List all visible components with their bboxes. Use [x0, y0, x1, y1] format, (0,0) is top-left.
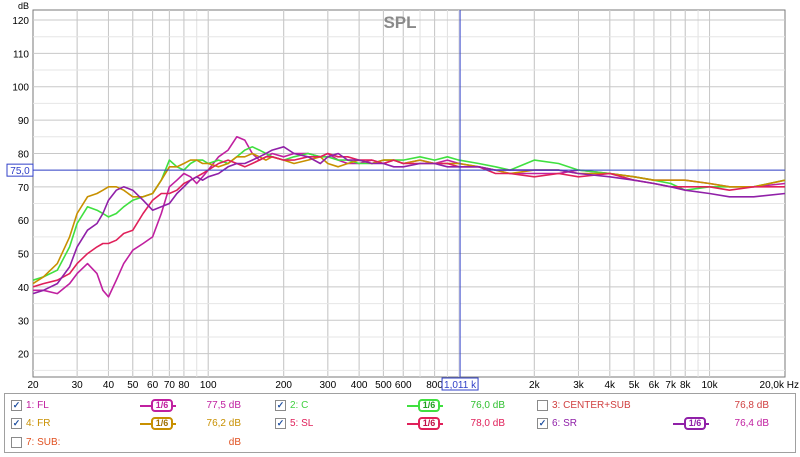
x-tick-label: 3k [573, 380, 585, 391]
y-tick-label: 90 [18, 116, 30, 127]
x-tick-label: 500 [375, 380, 392, 391]
sr-smoothing-button[interactable]: 1/6 [673, 417, 709, 431]
legend-panel: ✓ 1: FL 1/6 77,5 dB ✓ 2: C 1/6 76,0 dB 3… [4, 393, 796, 453]
spl-graph[interactable]: 120 110 100 90 80 70 60 50 40 30 20 dB 20 30 40 50 60 70 8… [0, 0, 800, 392]
cursor-x-readout: 1,011 k [444, 380, 477, 391]
sl-checkbox[interactable]: ✓ [275, 418, 286, 429]
fl-checkbox[interactable]: ✓ [11, 400, 22, 411]
sr-value: 76,4 dB [734, 418, 769, 429]
fl-label: 1: FL [26, 400, 49, 411]
x-tick-label: 800 [426, 380, 443, 391]
y-tick-label: 20 [18, 350, 30, 361]
x-tick-label: 5k [629, 380, 641, 391]
legend-item-c: ✓ 2: C 1/6 76,0 dB [269, 397, 533, 417]
x-tick-label: 20 [27, 380, 39, 391]
x-tick-label: 300 [319, 380, 336, 391]
sr-checkbox[interactable]: ✓ [537, 418, 548, 429]
x-tick-label: 8k [680, 380, 692, 391]
y-tick-label: 70 [18, 183, 30, 194]
fr-smoothing-button[interactable]: 1/6 [140, 417, 176, 431]
y-tick-label: 30 [18, 316, 30, 327]
sl-label: 5: SL [290, 418, 314, 429]
sr-label: 6: SR [552, 418, 578, 429]
y-tick-label: 120 [12, 16, 29, 27]
x-tick-label: 200 [275, 380, 292, 391]
x-tick-label: 20,0k Hz [760, 380, 799, 391]
fr-value: 76,2 dB [206, 418, 241, 429]
fr-smoothing-label: 1/6 [151, 417, 173, 430]
c-value: 76,0 dB [470, 400, 505, 411]
y-tick-label: 60 [18, 216, 30, 227]
sr-smoothing-label: 1/6 [684, 417, 706, 430]
c-smoothing-button[interactable]: 1/6 [407, 399, 443, 413]
fl-smoothing-button[interactable]: 1/6 [140, 399, 176, 413]
x-tick-label: 600 [395, 380, 412, 391]
x-tick-label: 4k [605, 380, 617, 391]
sub-value: dB [228, 437, 241, 448]
fl-smoothing-label: 1/6 [151, 399, 173, 412]
y-tick-label: 50 [18, 250, 30, 261]
legend-item-sl: ✓ 5: SL 1/6 78,0 dB [269, 415, 533, 435]
center-sub-label: 3: CENTER+SUB [552, 400, 631, 411]
legend-item-sub: 7: SUB: dB [5, 434, 269, 454]
x-tick-label: 80 [178, 380, 190, 391]
sub-label: 7: SUB: [26, 437, 61, 448]
cursor-x-readout-box [441, 377, 479, 391]
legend-item-fr: ✓ 4: FR 1/6 76,2 dB [5, 415, 269, 435]
x-tick-label: 70 [164, 380, 176, 391]
c-checkbox[interactable]: ✓ [275, 400, 286, 411]
x-tick-label: 2k [529, 380, 541, 391]
legend-item-center-sub: 3: CENTER+SUB 76,8 dB [533, 397, 795, 417]
y-tick-label: 40 [18, 283, 30, 294]
x-tick-label: 7k [665, 380, 677, 391]
c-smoothing-label: 1/6 [418, 399, 440, 412]
center-sub-checkbox[interactable] [537, 400, 548, 411]
fl-value: 77,5 dB [206, 400, 241, 411]
y-tick-label: 110 [13, 49, 29, 60]
y-unit-label: dB [18, 1, 29, 11]
x-tick-label: 10k [701, 380, 718, 391]
plot-area [32, 9, 786, 378]
x-tick-label: 6k [649, 380, 661, 391]
sub-checkbox[interactable] [11, 437, 22, 448]
x-tick-label: 30 [72, 380, 84, 391]
y-tick-label: 80 [18, 149, 30, 160]
chart-title: SPL [383, 13, 416, 32]
x-tick-label: 50 [127, 380, 139, 391]
cursor-y-readout: 75,0 [10, 166, 30, 177]
x-tick-label: 400 [351, 380, 368, 391]
x-tick-label: 100 [200, 380, 217, 391]
fr-checkbox[interactable]: ✓ [11, 418, 22, 429]
sl-smoothing-label: 1/6 [418, 417, 440, 430]
c-label: 2: C [290, 400, 309, 411]
y-tick-label: 100 [12, 83, 29, 94]
fr-label: 4: FR [26, 418, 51, 429]
series-line-sl [32, 152, 785, 288]
cursor-y-readout-box [6, 163, 34, 177]
center-sub-value: 76,8 dB [734, 400, 769, 411]
sl-value: 78,0 dB [470, 418, 505, 429]
legend-item-sr: ✓ 6: SR 1/6 76,4 dB [533, 415, 795, 435]
legend-item-fl: ✓ 1: FL 1/6 77,5 dB [5, 397, 269, 417]
sl-smoothing-button[interactable]: 1/6 [407, 417, 443, 431]
x-tick-label: 60 [147, 380, 159, 391]
x-tick-label: 40 [103, 380, 115, 391]
